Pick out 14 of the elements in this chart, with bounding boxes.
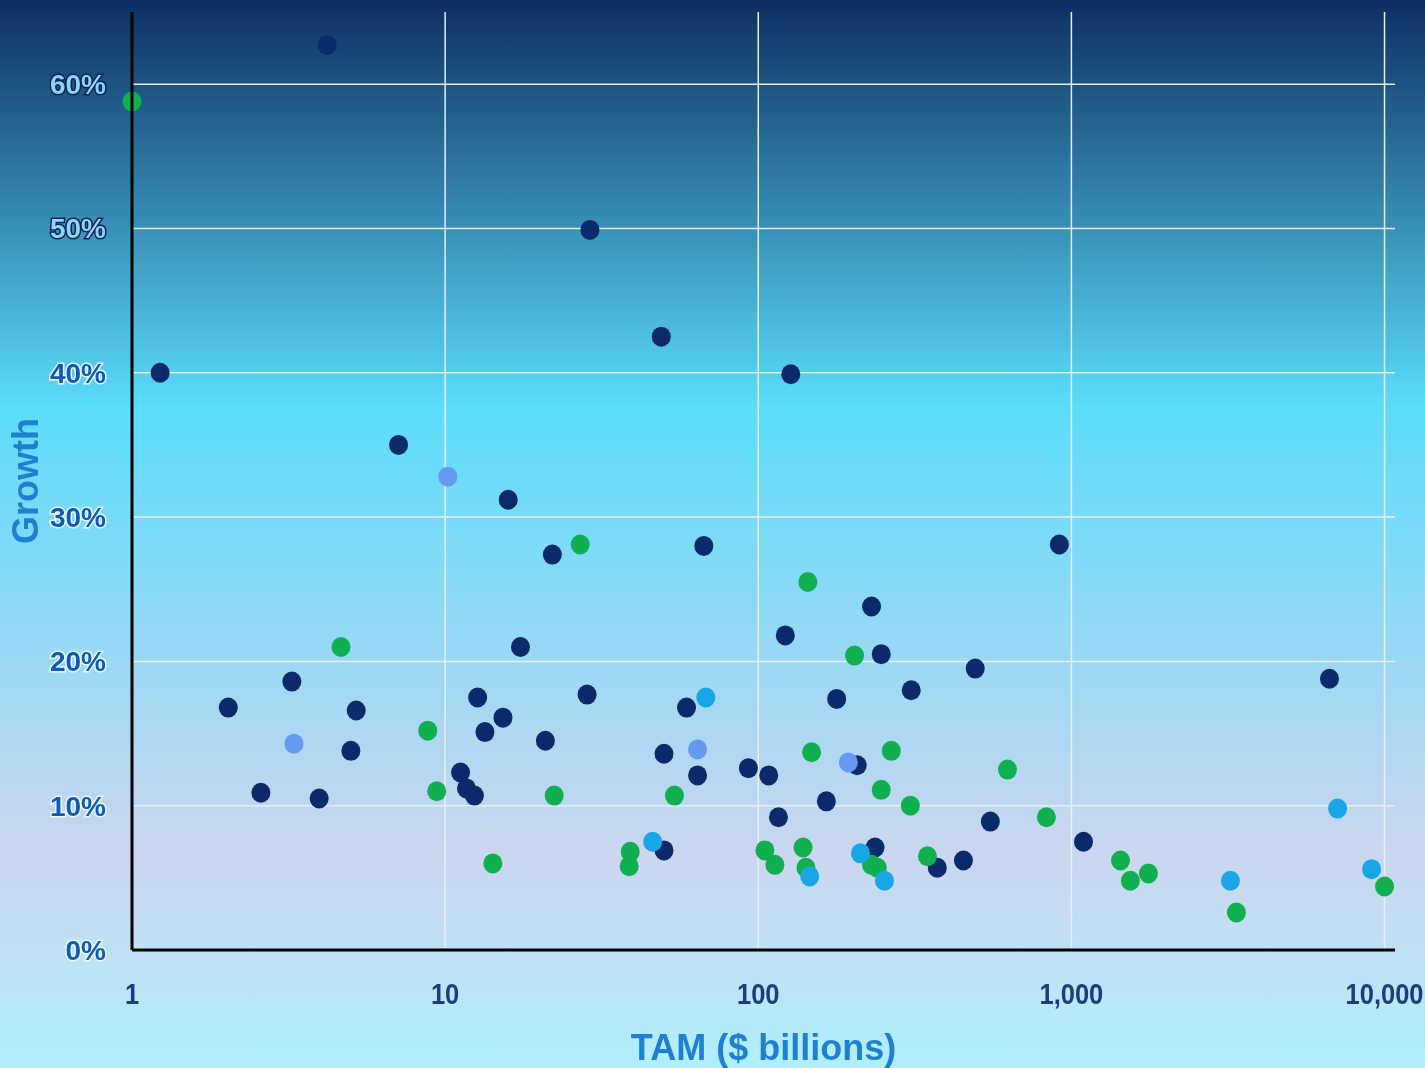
x-tick-label: 10 xyxy=(430,977,460,1011)
y-tick-label: 60% xyxy=(49,69,107,101)
y-axis-title: Growth xyxy=(5,418,46,544)
y-tick-label: 10% xyxy=(49,790,107,822)
x-tick-label: 100 xyxy=(737,977,780,1011)
y-tick-label: 20% xyxy=(49,646,107,678)
x-tick-label: 1 xyxy=(124,977,140,1011)
x-tick-label: 10,000 xyxy=(1345,977,1424,1011)
x-tick-label: 1,000 xyxy=(1039,977,1104,1011)
y-tick-label: 50% xyxy=(49,213,107,245)
y-tick-label: 0% xyxy=(65,935,107,966)
y-tick-label: 40% xyxy=(49,357,107,389)
x-axis-title: TAM ($ billions) xyxy=(630,1027,897,1068)
y-tick-label: 30% xyxy=(49,502,107,534)
